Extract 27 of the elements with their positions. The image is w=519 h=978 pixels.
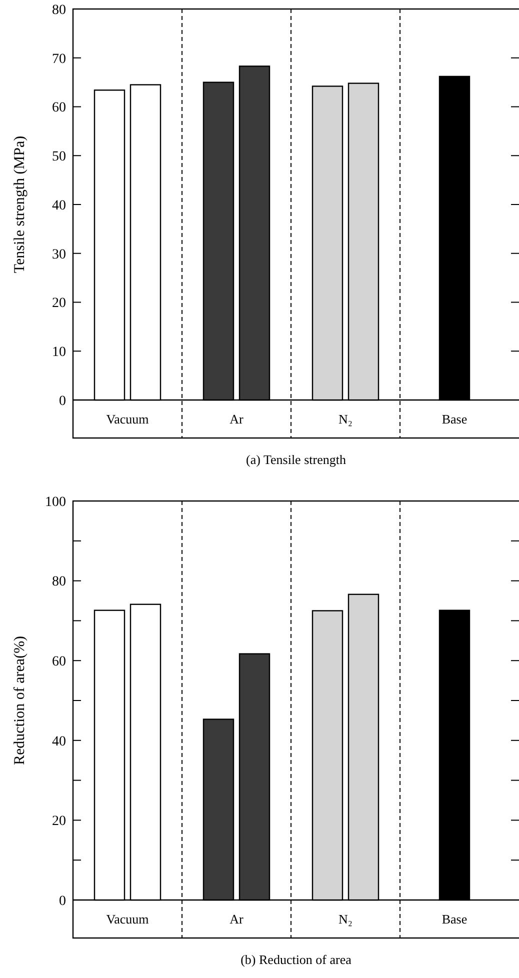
y-tick-label: 50	[52, 150, 66, 165]
y-tick-label: 20	[52, 814, 66, 830]
y-tick-label: 60	[52, 654, 66, 670]
y-tick-label: 70	[52, 52, 66, 67]
y-tick-label: 0	[59, 894, 66, 909]
x-tick-label: Vacuum	[106, 912, 149, 927]
x-tick-label: N₂	[338, 912, 352, 927]
y-tick-label: 80	[52, 574, 66, 590]
x-tick-label: Base	[442, 412, 468, 427]
y-axis-title: Reduction of area(%)	[12, 636, 28, 766]
y-tick-label: 100	[45, 494, 66, 510]
x-tick-label: Ar	[230, 912, 244, 927]
text: (b) Reduction of area	[240, 952, 352, 967]
y-tick-label: 40	[52, 198, 66, 214]
x-tick-label: Ar	[230, 412, 244, 427]
text: (a) Tensile strength	[246, 452, 346, 467]
y-axis-title: Tensile strength (MPa)	[12, 136, 28, 274]
y-tick-label: 30	[52, 247, 66, 262]
y-tick-label: 60	[52, 100, 66, 116]
y-tick-label: 40	[52, 734, 66, 750]
y-tick-label: 10	[52, 345, 66, 360]
x-tick-label: N₂	[338, 412, 352, 427]
y-tick-label: 20	[52, 296, 66, 312]
y-tick-label: 0	[59, 394, 66, 409]
y-tick-label: 80	[52, 2, 66, 18]
x-tick-label: Vacuum	[106, 412, 149, 427]
x-tick-label: Base	[442, 912, 468, 927]
